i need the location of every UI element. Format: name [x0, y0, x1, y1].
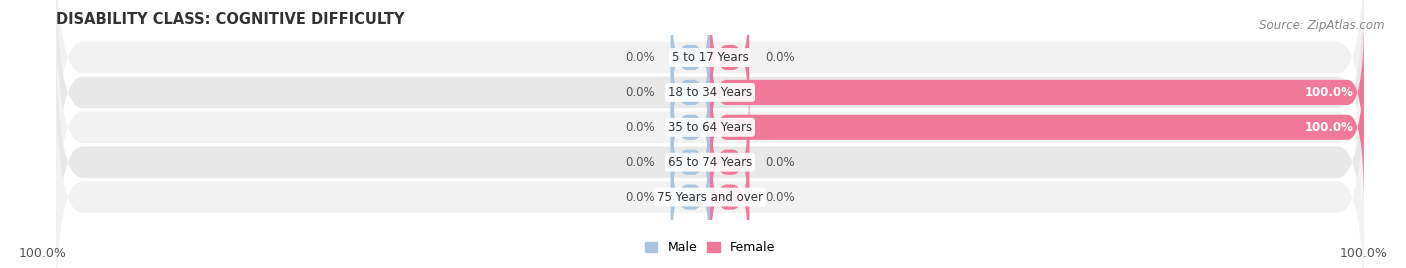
FancyBboxPatch shape	[671, 18, 710, 167]
Text: 75 Years and over: 75 Years and over	[657, 191, 763, 204]
Text: 0.0%: 0.0%	[624, 191, 654, 204]
Text: DISABILITY CLASS: COGNITIVE DIFFICULTY: DISABILITY CLASS: COGNITIVE DIFFICULTY	[56, 12, 405, 27]
FancyBboxPatch shape	[710, 18, 1364, 167]
FancyBboxPatch shape	[671, 0, 710, 132]
Text: 18 to 34 Years: 18 to 34 Years	[668, 86, 752, 99]
FancyBboxPatch shape	[56, 3, 1364, 251]
Text: 100.0%: 100.0%	[1305, 121, 1354, 134]
Text: 100.0%: 100.0%	[1305, 86, 1354, 99]
FancyBboxPatch shape	[710, 0, 749, 132]
FancyBboxPatch shape	[710, 122, 749, 268]
Legend: Male, Female: Male, Female	[645, 241, 775, 254]
Text: 0.0%: 0.0%	[624, 121, 654, 134]
FancyBboxPatch shape	[56, 73, 1364, 268]
FancyBboxPatch shape	[710, 88, 749, 237]
FancyBboxPatch shape	[56, 38, 1364, 268]
Text: 100.0%: 100.0%	[1340, 247, 1388, 260]
Text: 0.0%: 0.0%	[624, 51, 654, 64]
Text: 65 to 74 Years: 65 to 74 Years	[668, 156, 752, 169]
FancyBboxPatch shape	[56, 0, 1364, 216]
Text: 5 to 17 Years: 5 to 17 Years	[672, 51, 748, 64]
Text: 0.0%: 0.0%	[766, 156, 796, 169]
Text: 0.0%: 0.0%	[624, 156, 654, 169]
FancyBboxPatch shape	[671, 88, 710, 237]
Text: 0.0%: 0.0%	[766, 191, 796, 204]
Text: 100.0%: 100.0%	[18, 247, 66, 260]
Text: 0.0%: 0.0%	[624, 86, 654, 99]
FancyBboxPatch shape	[710, 53, 1364, 202]
FancyBboxPatch shape	[671, 53, 710, 202]
Text: 35 to 64 Years: 35 to 64 Years	[668, 121, 752, 134]
Text: Source: ZipAtlas.com: Source: ZipAtlas.com	[1260, 19, 1385, 32]
FancyBboxPatch shape	[671, 122, 710, 268]
FancyBboxPatch shape	[56, 0, 1364, 181]
Text: 0.0%: 0.0%	[766, 51, 796, 64]
